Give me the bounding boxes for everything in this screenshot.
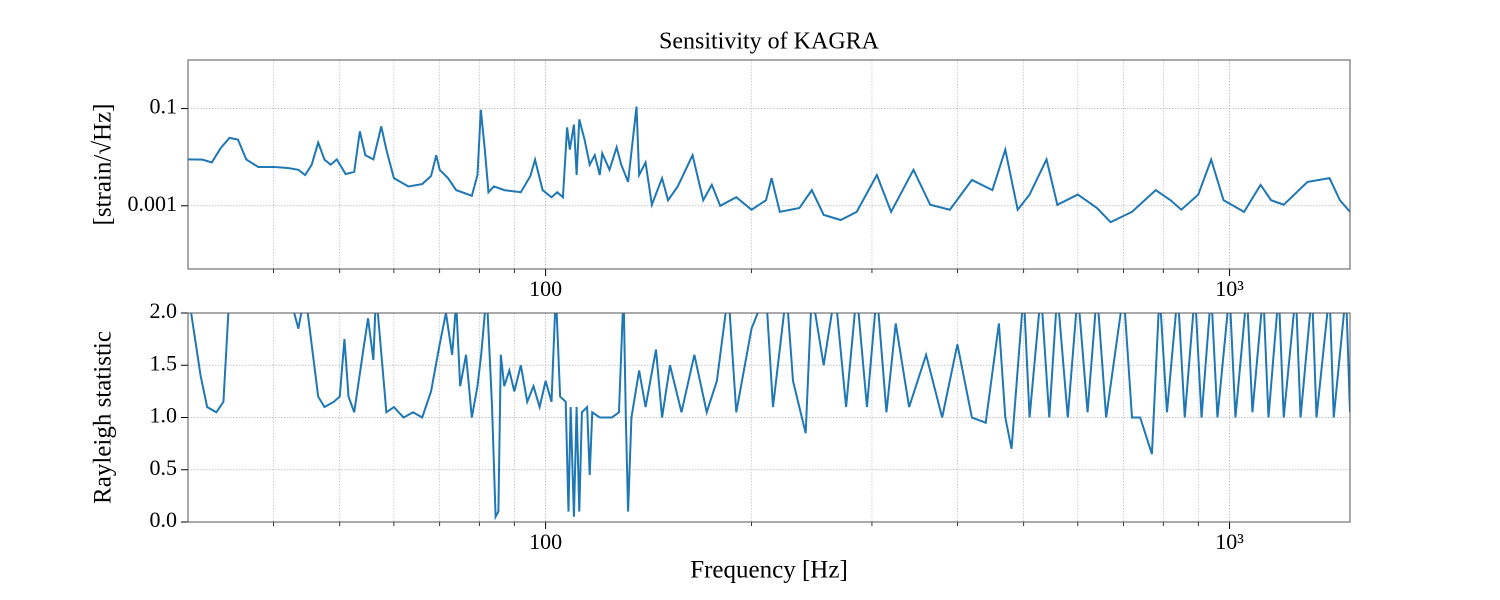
data-line [190,313,1350,521]
y-axis-label: [strain/√Hz] [90,103,117,225]
axes-frame [187,312,1351,523]
x-tick-label: 100 [529,529,562,554]
y-tick-label: 0.0 [150,507,178,532]
x-tick-label: 10³ [1215,276,1244,301]
y-tick-label: 0.1 [150,94,178,119]
x-tick-label: 10³ [1215,529,1244,554]
y-axis-label: Rayleigh statistic [90,331,117,504]
chart-title: Sensitivity of KAGRA [659,29,880,55]
data-line [188,106,1350,224]
y-tick-label: 1.5 [150,350,178,375]
axes-frame [187,59,1351,270]
x-axis-label: Frequency [Hz] [690,557,848,584]
y-tick-label: 2.0 [150,298,178,323]
y-tick-label: 0.5 [150,455,178,480]
y-tick-label: 1.0 [150,403,178,428]
y-tick-label: 0.001 [128,191,178,216]
x-tick-label: 100 [529,276,562,301]
